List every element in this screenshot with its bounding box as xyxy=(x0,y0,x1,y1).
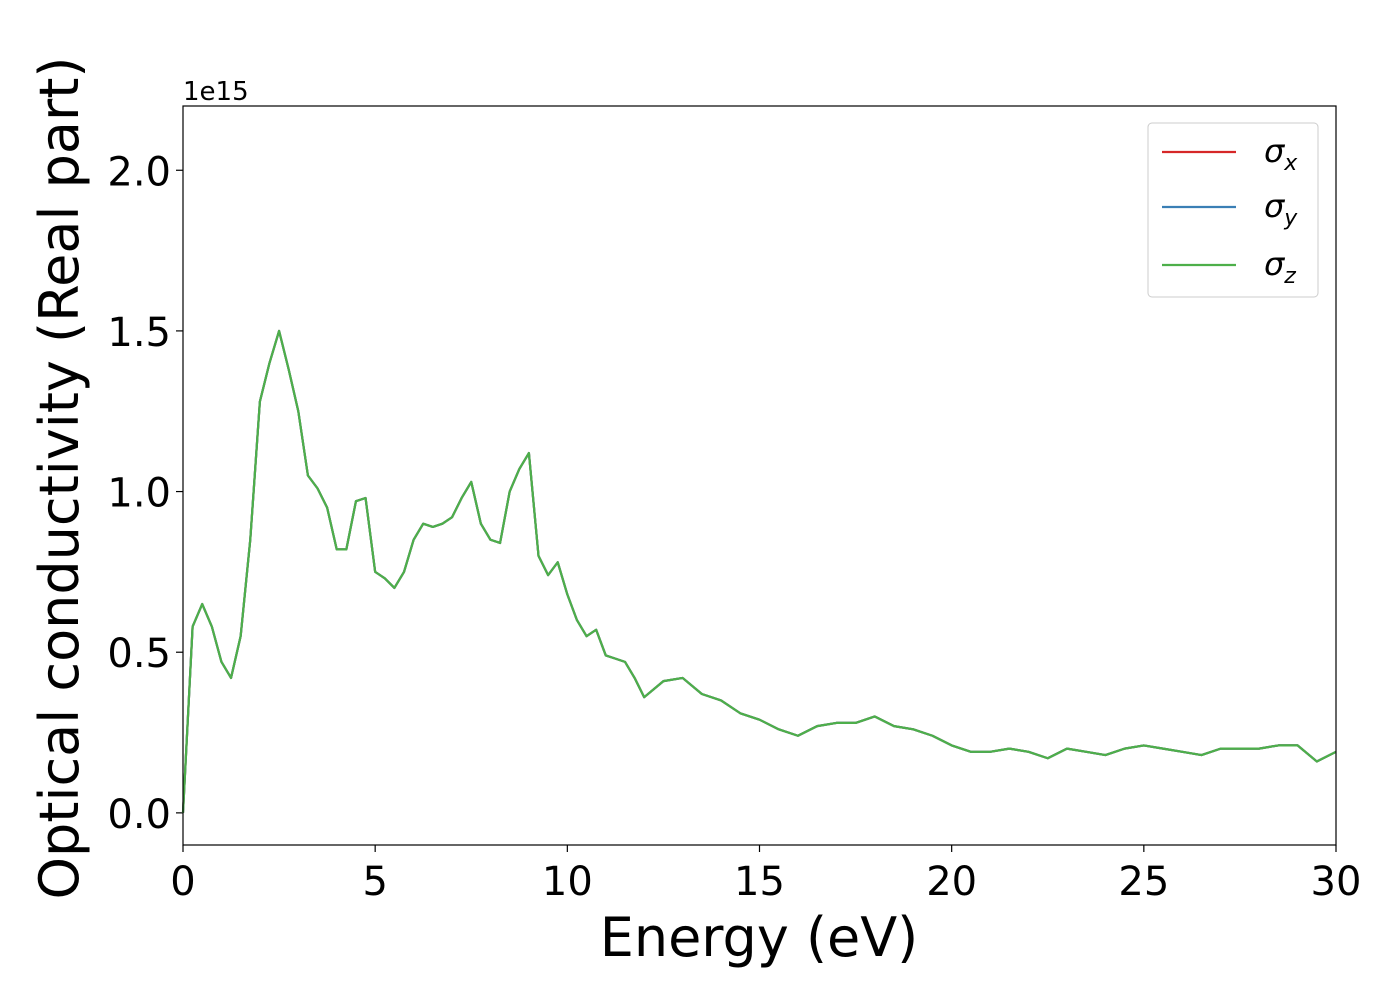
x-tick-label: 25 xyxy=(1118,859,1169,905)
series-line xyxy=(181,329,1337,813)
y-tick-label: 0.5 xyxy=(107,631,171,677)
y-tick-label: 0.0 xyxy=(107,792,171,838)
y-tick-label: 1.5 xyxy=(107,310,171,356)
legend-label: σz xyxy=(1264,245,1296,289)
x-tick-label: 5 xyxy=(362,859,387,905)
x-tick-label: 20 xyxy=(926,859,977,905)
x-tick-label: 30 xyxy=(1311,859,1362,905)
legend-label: σx xyxy=(1264,132,1298,176)
series-line xyxy=(181,329,1337,813)
x-tick-label: 15 xyxy=(734,859,785,905)
x-axis-label: Energy (eV) xyxy=(600,906,919,969)
y-tick-label: 2.0 xyxy=(107,149,171,195)
legend-label: σy xyxy=(1264,187,1298,231)
y-axis-label: Optical conductivity (Real part) xyxy=(28,57,91,900)
y-tick-label: 1.0 xyxy=(107,471,171,517)
x-tick-label: 10 xyxy=(542,859,593,905)
y-offset-label: 1e15 xyxy=(183,77,249,107)
plot-frame xyxy=(182,105,1337,846)
series-line xyxy=(181,329,1337,813)
legend-box xyxy=(1147,122,1319,298)
x-tick-label: 0 xyxy=(170,859,195,905)
